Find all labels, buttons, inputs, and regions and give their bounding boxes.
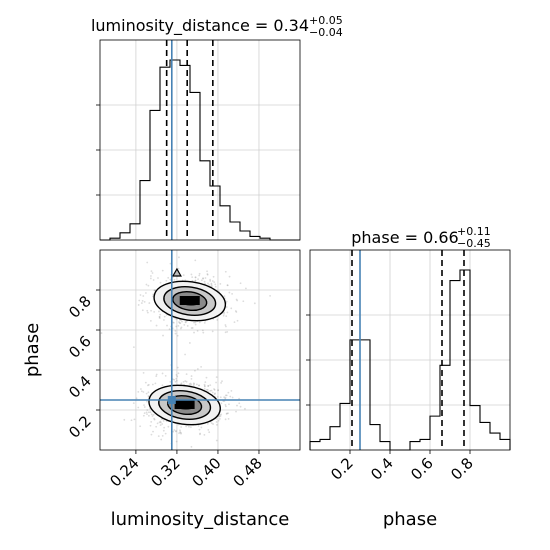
joint-truth-marker [167, 396, 176, 404]
hist-phase-frame [309, 249, 511, 451]
joint-mode-1-peak [174, 400, 195, 409]
title-luminosity-distance-main: luminosity_distance = 0.34 [91, 16, 309, 36]
joint-ytick-label-2: 0.6 [65, 332, 95, 362]
title-phase-sup: +0.11 [457, 225, 491, 238]
title-phase-sub: −0.45 [457, 237, 491, 250]
joint-outlier-contour [171, 267, 182, 277]
title-luminosity-distance-sup: +0.05 [309, 14, 343, 27]
title-phase: phase = 0.66 [351, 228, 458, 247]
title-luminosity-distance-sub: −0.04 [309, 26, 343, 39]
joint-xtick-label-0: 0.24 [106, 454, 142, 490]
joint-xtick-label-2: 0.40 [188, 454, 224, 490]
hist-phase-histogram [309, 269, 511, 451]
hist-luminosity-distance-histogram [100, 59, 300, 241]
joint-ytick-label-3: 0.8 [65, 292, 95, 322]
plot-layer: 0.24 0.32 0.40 0.48 0.2 0.4 0.6 0.8 0.2 0.4 0.6 0.8 [65, 39, 511, 490]
joint-xtick-label-1: 0.32 [147, 454, 183, 490]
phase-xtick-label-1: 0.4 [367, 454, 397, 484]
joint-xtick-label-3: 0.48 [229, 454, 265, 490]
xlabel-phase: phase [383, 509, 437, 530]
title-luminosity-distance: luminosity_distance = 0.34 [91, 16, 309, 36]
joint-frame [99, 249, 301, 451]
joint-mode-0-peak [179, 296, 200, 305]
hist-luminosity-distance-frame [99, 39, 301, 241]
joint-ytick-label-0: 0.2 [65, 412, 95, 442]
phase-xtick-label-3: 0.8 [447, 454, 477, 484]
phase-xtick-label-2: 0.6 [407, 454, 437, 484]
joint-ytick-label-1: 0.4 [65, 372, 95, 402]
xlabel-luminosity-distance: luminosity_distance [111, 509, 290, 530]
ylabel-phase: phase [22, 323, 43, 377]
phase-xtick-label-0: 0.2 [327, 454, 357, 484]
